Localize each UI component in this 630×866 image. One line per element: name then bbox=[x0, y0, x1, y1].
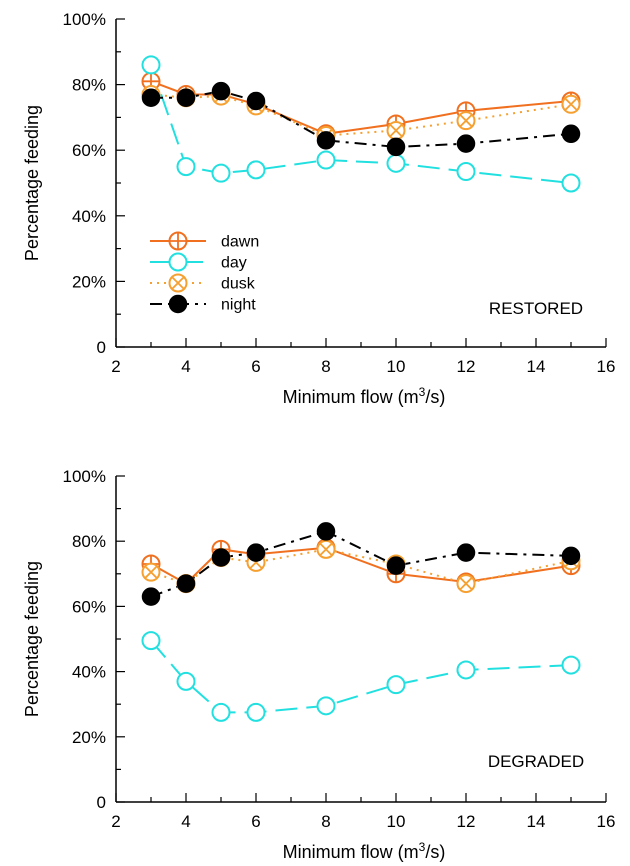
y-tick-label: 60% bbox=[72, 141, 106, 160]
data-point-day bbox=[386, 675, 406, 695]
data-point-night bbox=[316, 522, 336, 541]
x-tick-label: 16 bbox=[597, 812, 616, 831]
data-point-night bbox=[176, 88, 196, 107]
legend: dawn day dusk night bbox=[150, 231, 259, 314]
data-point-day bbox=[211, 163, 231, 183]
data-point-day bbox=[561, 173, 581, 193]
panel-label: DEGRADED bbox=[488, 752, 584, 771]
x-tick-label: 8 bbox=[321, 812, 330, 831]
x-tick-label: 12 bbox=[457, 812, 476, 831]
x-axis-title-tail: /s) bbox=[425, 387, 445, 407]
restored-chart-panel: 2 4 6 8 10 12 14 16 0 20% 40% 60% 80% 100% Minimum flo… bbox=[22, 10, 615, 407]
data-point-night bbox=[246, 91, 266, 111]
data-point-night bbox=[456, 543, 476, 562]
data-point-day bbox=[246, 160, 266, 180]
y-tick-label: 60% bbox=[72, 597, 106, 616]
data-point-day bbox=[316, 150, 336, 170]
legend-marker-day bbox=[168, 252, 188, 272]
y-axis-title: Percentage feeding bbox=[22, 561, 42, 717]
data-point-day bbox=[316, 696, 336, 716]
x-axis-title: Minimum flow (m3/s) bbox=[283, 385, 446, 407]
x-axis-title-tail: /s) bbox=[425, 842, 445, 862]
legend-marker-dusk bbox=[168, 273, 188, 293]
x-tick-label: 2 bbox=[111, 357, 120, 376]
data-point-day bbox=[456, 162, 476, 182]
y-tick-label: 80% bbox=[72, 76, 106, 95]
y-tick-label: 100% bbox=[63, 10, 106, 29]
y-tick-label: 100% bbox=[63, 467, 106, 486]
x-tick-label: 10 bbox=[387, 357, 406, 376]
data-point-day bbox=[141, 631, 161, 651]
y-tick-label: 0 bbox=[97, 338, 106, 357]
data-point-dusk bbox=[141, 562, 161, 582]
x-tick-label: 12 bbox=[457, 357, 476, 376]
x-tick-label: 2 bbox=[111, 812, 120, 831]
panel-label: RESTORED bbox=[489, 299, 583, 318]
x-axis-title-superscript: 3 bbox=[419, 840, 426, 854]
legend-label-dusk: dusk bbox=[221, 276, 256, 293]
legend-label-night: night bbox=[221, 297, 256, 314]
y-tick-label: 20% bbox=[72, 728, 106, 747]
data-point-dusk bbox=[456, 111, 476, 131]
x-tick-label: 14 bbox=[527, 357, 546, 376]
data-point-day bbox=[246, 702, 266, 722]
x-axis-title-superscript: 3 bbox=[419, 385, 426, 399]
x-tick-label: 6 bbox=[251, 357, 260, 376]
x-tick-label: 6 bbox=[251, 812, 260, 831]
data-point-night bbox=[316, 131, 336, 150]
degraded-chart-panel: 2 4 6 8 10 12 14 16 0 20% 40% 60% 80% 100% Minimum flo… bbox=[22, 467, 615, 862]
data-point-night bbox=[211, 81, 231, 101]
data-point-dusk bbox=[316, 539, 336, 559]
data-point-night bbox=[386, 556, 406, 575]
x-tick-label: 14 bbox=[527, 812, 546, 831]
y-axis-title: Percentage feeding bbox=[22, 105, 42, 261]
data-point-night bbox=[386, 137, 406, 157]
data-point-day bbox=[176, 671, 196, 691]
series-line-day bbox=[150, 64, 572, 184]
x-tick-label: 8 bbox=[321, 357, 330, 376]
y-tick-label: 0 bbox=[97, 793, 106, 812]
legend-label-dawn: dawn bbox=[221, 234, 259, 251]
x-tick-label: 10 bbox=[387, 812, 406, 831]
data-point-day bbox=[141, 55, 161, 75]
legend-label-day: day bbox=[221, 255, 247, 272]
data-point-day bbox=[561, 655, 581, 675]
data-point-night bbox=[561, 546, 581, 566]
data-point-day bbox=[176, 157, 196, 177]
legend-marker-night bbox=[168, 294, 188, 314]
data-point-day bbox=[456, 660, 476, 680]
x-axis-title: Minimum flow (m3/s) bbox=[283, 840, 446, 862]
data-point-dusk bbox=[561, 94, 581, 114]
y-tick-label: 80% bbox=[72, 532, 106, 551]
series-line-night bbox=[151, 90, 572, 148]
x-tick-label: 16 bbox=[597, 357, 616, 376]
y-tick-label: 40% bbox=[72, 207, 106, 226]
x-tick-label: 4 bbox=[181, 357, 190, 376]
data-point-night bbox=[456, 134, 476, 153]
y-tick-label: 40% bbox=[72, 663, 106, 682]
series-line-night bbox=[150, 530, 572, 598]
data-point-dusk bbox=[456, 574, 476, 594]
data-point-day bbox=[386, 153, 406, 173]
x-tick-label: 4 bbox=[181, 812, 190, 831]
data-point-night bbox=[246, 543, 266, 562]
x-axis-title-main: Minimum flow (m bbox=[283, 842, 419, 862]
data-point-night bbox=[141, 88, 161, 107]
data-point-night bbox=[141, 587, 161, 606]
series-line-day bbox=[150, 639, 572, 714]
data-point-night bbox=[176, 574, 196, 593]
legend-marker-dawn bbox=[168, 231, 188, 251]
y-tick-label: 20% bbox=[72, 272, 106, 291]
x-axis-title-main: Minimum flow (m bbox=[283, 387, 419, 407]
data-point-day bbox=[211, 702, 231, 722]
data-point-night bbox=[561, 124, 581, 144]
data-point-dusk bbox=[386, 121, 406, 141]
data-point-night bbox=[211, 548, 231, 567]
